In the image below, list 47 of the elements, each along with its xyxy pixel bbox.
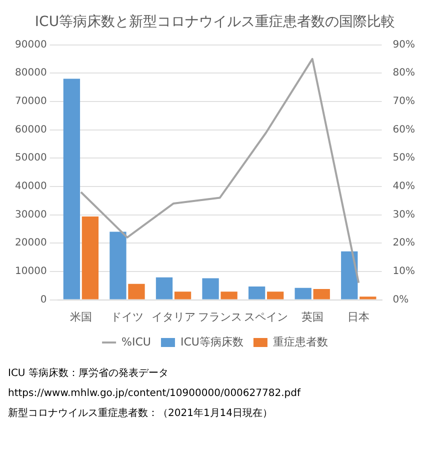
- bar: [294, 288, 312, 300]
- bar: [313, 289, 330, 300]
- y2-tick-label: 10%: [392, 266, 416, 278]
- y2-tick-label: 50%: [392, 152, 416, 164]
- bar: [63, 78, 80, 300]
- y2-tick-label: 30%: [392, 209, 416, 220]
- bar: [128, 284, 145, 300]
- x-tick-label: 米国: [70, 310, 92, 324]
- chart-title: ICU等病床数と新型コロナウイルス重症患者数の国際比較: [34, 14, 396, 30]
- bar: [82, 216, 99, 300]
- x-tick-label: 日本: [348, 310, 370, 324]
- bar: [360, 296, 376, 300]
- text: ICU 等病床数：厚労省の発表データ https://www.mhlw.go.jp/content/10900000/000627782.pdf: [8, 366, 302, 401]
- y-tick-label: 90000: [15, 39, 47, 50]
- y-tick-label: 70000: [15, 96, 47, 108]
- bar: [110, 232, 126, 300]
- bar: [341, 251, 358, 300]
- bar: [248, 286, 266, 300]
- y-tick-label: 30000: [15, 209, 47, 220]
- y-tick-label: 10000: [15, 266, 47, 278]
- y2-tick-label: 40%: [392, 181, 416, 192]
- y-tick-label: 40000: [15, 181, 47, 192]
- y-tick-label: 20000: [15, 238, 47, 249]
- x-tick-label: スペイン: [244, 310, 288, 324]
- x-tick-label: イタリア: [152, 310, 196, 324]
- legend-label: %ICU: [122, 335, 151, 348]
- y2-tick-label: 60%: [392, 124, 416, 136]
- bar: [202, 278, 219, 300]
- x-tick-label: ドイツ: [110, 310, 144, 324]
- y2-tick-label: 20%: [392, 238, 416, 249]
- y2-tick-label: 80%: [392, 68, 416, 79]
- y-tick-label: 80000: [15, 68, 47, 79]
- x-tick-label: フランス: [198, 310, 242, 324]
- bar: [267, 292, 284, 300]
- bar: [156, 277, 173, 300]
- legend-label: 重症患者数: [272, 335, 328, 348]
- legend-label: ICU等病床数: [180, 335, 244, 348]
- y2-tick-label: 70%: [392, 96, 416, 108]
- bar: [174, 292, 192, 300]
- x-tick-label: 英国: [301, 310, 324, 324]
- y-tick-label: 50000: [15, 152, 47, 164]
- y2-tick-label: 90%: [392, 39, 416, 50]
- y-tick-label: 60000: [15, 124, 47, 136]
- text: 新型コロナウイルス重症患者数：（2021年1月14日現在）: [8, 406, 274, 421]
- bar: [220, 292, 238, 300]
- y2-tick-label: 0%: [392, 294, 409, 306]
- y-tick-label: 0: [40, 294, 47, 306]
